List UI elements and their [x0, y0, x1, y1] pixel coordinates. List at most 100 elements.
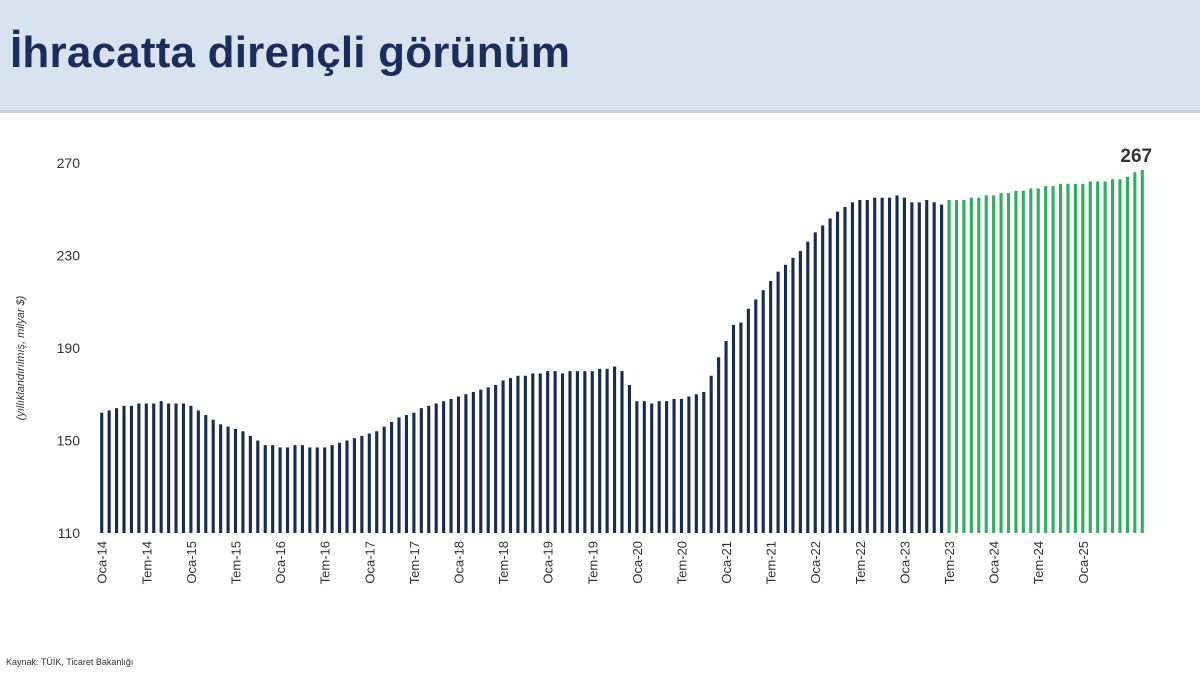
- bar: [835, 211, 840, 533]
- bar: [865, 200, 869, 533]
- x-tick-label: Tem-21: [764, 541, 779, 584]
- bar: [449, 398, 453, 534]
- bar: [129, 405, 134, 533]
- bar: [665, 401, 669, 533]
- bar: [620, 371, 624, 534]
- bar: [717, 357, 721, 533]
- bar: [910, 202, 914, 533]
- x-tick-label: Tem-17: [407, 541, 422, 584]
- bar-recent: [969, 197, 973, 533]
- bar: [494, 385, 498, 533]
- bar: [560, 373, 565, 533]
- x-tick-label: Oca-24: [987, 541, 1002, 584]
- bar: [285, 447, 290, 533]
- bar: [902, 197, 906, 533]
- bar: [338, 442, 342, 533]
- y-tick-label: 190: [57, 340, 81, 356]
- bar-recent: [1029, 188, 1033, 533]
- x-tick-label: Oca-25: [1076, 541, 1091, 584]
- bar: [791, 257, 795, 533]
- bar-recent: [1006, 193, 1011, 533]
- x-tick-label: Tem-14: [139, 541, 154, 584]
- bar: [404, 415, 409, 533]
- bar: [672, 398, 676, 534]
- bar: [137, 403, 141, 533]
- bar: [895, 195, 899, 534]
- bar: [471, 391, 475, 533]
- x-tick-label: Oca-14: [95, 541, 110, 584]
- bar: [196, 410, 200, 533]
- y-tick-label: 270: [57, 155, 81, 171]
- bar: [850, 202, 854, 533]
- bar: [583, 371, 587, 534]
- bar: [739, 322, 743, 533]
- bar: [694, 394, 698, 533]
- bar-recent: [1103, 181, 1107, 533]
- bar-recent: [1044, 186, 1048, 534]
- bar: [516, 375, 520, 533]
- bar-recent: [1036, 188, 1040, 533]
- bar: [382, 426, 386, 534]
- bar: [412, 412, 416, 533]
- x-tick-label: Oca-19: [541, 541, 556, 584]
- bar: [397, 417, 401, 534]
- bar: [442, 401, 446, 533]
- bar: [233, 428, 238, 533]
- bar: [107, 410, 111, 533]
- bar-recent: [1066, 183, 1070, 533]
- bar-recent: [1021, 190, 1025, 533]
- bar: [375, 431, 379, 533]
- bar: [501, 380, 505, 534]
- bar-recent: [962, 200, 966, 533]
- bar: [880, 197, 884, 533]
- bar-recent: [1110, 179, 1115, 533]
- bar: [932, 202, 936, 533]
- bar: [352, 438, 356, 533]
- bar: [508, 378, 513, 533]
- bar: [709, 375, 713, 533]
- x-tick-label: Oca-18: [452, 541, 467, 584]
- bar: [278, 447, 282, 533]
- bar: [434, 403, 438, 533]
- bar: [367, 433, 371, 533]
- bar: [746, 308, 750, 533]
- bar: [598, 368, 602, 533]
- bar: [226, 426, 230, 534]
- bar: [271, 445, 275, 534]
- bar: [315, 447, 319, 533]
- last-value-label: 267: [1120, 146, 1152, 167]
- bar-recent: [1118, 179, 1122, 533]
- bar: [479, 389, 483, 534]
- bar: [553, 371, 557, 534]
- y-tick-label: 150: [57, 433, 81, 449]
- bar: [858, 200, 862, 533]
- bar: [843, 206, 847, 533]
- bar: [769, 280, 773, 533]
- bar-recent: [1014, 190, 1018, 533]
- bar: [642, 401, 646, 533]
- x-tick-label: Oca-16: [273, 541, 288, 584]
- bar: [100, 412, 104, 533]
- page-title: İhracatta dirençli görünüm: [10, 28, 571, 77]
- x-tick-label: Tem-23: [942, 541, 957, 584]
- bar-recent: [1096, 181, 1100, 533]
- bar: [724, 341, 728, 533]
- bar-recent: [992, 195, 996, 534]
- bar: [613, 366, 617, 533]
- bar: [330, 445, 334, 534]
- bar: [761, 290, 765, 533]
- bar: [627, 385, 631, 533]
- y-axis-label: (yıllıklandırılmış, milyar $): [15, 295, 27, 420]
- bar: [702, 391, 706, 533]
- bar: [635, 401, 639, 533]
- bar: [806, 241, 810, 534]
- bar: [538, 373, 542, 533]
- bar: [873, 197, 877, 533]
- bar: [590, 371, 594, 534]
- x-tick-label: Tem-16: [318, 541, 333, 584]
- bar: [687, 396, 691, 533]
- source-note: Kaynak: TÜİK, Ticaret Bakanlığı: [6, 657, 134, 667]
- bar: [300, 445, 304, 534]
- x-tick-label: Tem-20: [675, 541, 690, 584]
- x-tick-label: Oca-20: [630, 541, 645, 584]
